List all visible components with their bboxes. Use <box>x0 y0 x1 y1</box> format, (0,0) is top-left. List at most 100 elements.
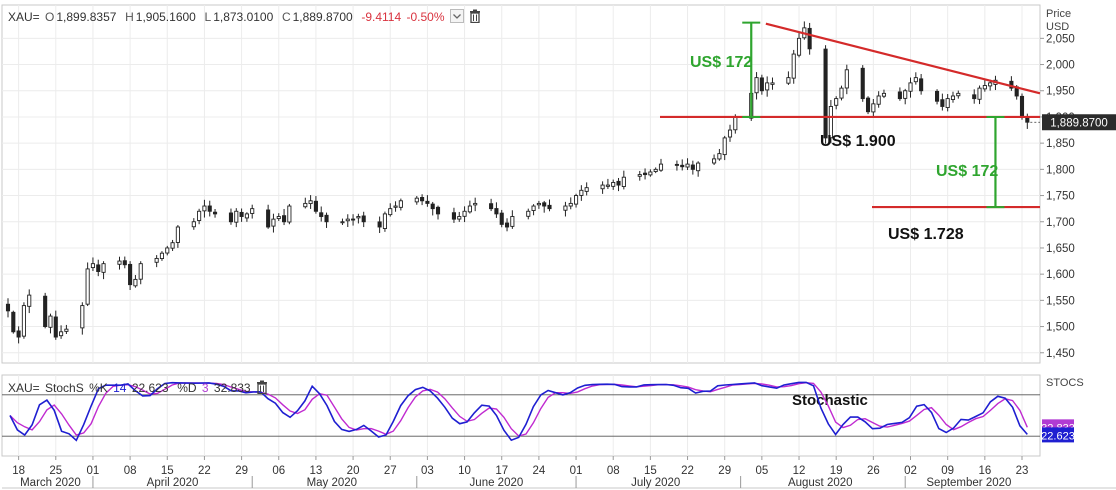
chevron-down-icon[interactable] <box>449 9 464 26</box>
k-value-badge <box>1042 427 1074 443</box>
x-tick-label: 15 <box>161 465 174 477</box>
candle-body <box>117 260 122 265</box>
change-value: -9.4114 <box>361 9 402 24</box>
annotation-label: US$ 172 <box>690 54 752 71</box>
candle-body <box>128 263 133 286</box>
x-tick-label: 20 <box>347 465 360 477</box>
trash-icon[interactable] <box>469 9 481 26</box>
high-label: H <box>125 9 134 24</box>
x-tick-label: 17 <box>495 465 508 477</box>
candle-body <box>908 82 913 92</box>
price-axis: PriceUSD2,0502,0001,9501,9001,8501,8001,… <box>1040 8 1116 443</box>
candle-body <box>542 202 547 207</box>
candle-body <box>80 305 85 329</box>
candle-body <box>536 202 541 206</box>
candle-body <box>462 210 467 217</box>
candle-body <box>43 295 48 328</box>
x-tick-label: 05 <box>755 465 768 477</box>
y-axis-title: Price <box>1046 8 1071 20</box>
x-tick-label: 01 <box>570 465 583 477</box>
candle-body <box>1019 95 1025 118</box>
candle-body <box>935 90 940 102</box>
candle-body <box>276 216 281 220</box>
y-tick-label: 1,950 <box>1046 86 1075 98</box>
candle-body <box>972 94 977 100</box>
candle-body <box>351 218 356 221</box>
candle-body <box>823 48 828 139</box>
trash-icon[interactable] <box>256 380 268 397</box>
month-label: August 2020 <box>788 477 853 489</box>
y-tick-label: 1,650 <box>1046 243 1075 255</box>
candle-body <box>860 67 865 100</box>
stoch-title: Stochastic <box>792 392 868 409</box>
candle-body <box>791 53 796 79</box>
candle-body <box>988 82 993 87</box>
candle-body <box>574 195 579 205</box>
y-tick-label: 1,450 <box>1046 348 1075 360</box>
candle-body <box>648 171 653 176</box>
candle-body <box>637 174 642 177</box>
candle-body <box>770 82 775 85</box>
x-tick-label: 23 <box>1016 465 1029 477</box>
x-tick-label: 12 <box>793 465 806 477</box>
last-price-badge <box>1042 114 1116 131</box>
stoch-symbol: XAU= <box>8 380 40 395</box>
k-label: %K <box>89 380 108 395</box>
candles <box>5 21 1030 344</box>
candle-body <box>467 205 472 213</box>
stoch-panel <box>1 374 1041 457</box>
candle-body <box>547 204 552 210</box>
month-label: March 2020 <box>20 477 81 489</box>
x-tick-label: 22 <box>681 465 694 477</box>
candle-body <box>510 216 515 227</box>
stoch-name: StochS <box>45 380 84 395</box>
candle-body <box>170 242 175 249</box>
x-tick-label: 24 <box>532 465 545 477</box>
candle-body <box>865 97 871 113</box>
candle-body <box>165 247 170 254</box>
annotation-label: US$ 172 <box>936 163 998 180</box>
candle-body <box>982 85 987 90</box>
last-price-label: 1,889.8700 <box>1050 117 1108 129</box>
y-tick-label: 1,750 <box>1046 191 1075 203</box>
candle-body <box>271 218 276 227</box>
candle-body <box>473 202 478 206</box>
x-tick-label: 16 <box>978 465 991 477</box>
candle-body <box>754 77 759 94</box>
candle-body <box>21 305 26 337</box>
x-tick-label: 06 <box>272 465 285 477</box>
candle-body <box>197 210 202 221</box>
candle-body <box>398 200 403 208</box>
main-grid <box>1 4 1041 364</box>
candle-body <box>303 202 308 208</box>
x-tick-label: 01 <box>87 465 100 477</box>
candle-body <box>690 164 695 170</box>
candle-body <box>420 197 425 202</box>
month-label: July 2020 <box>631 477 680 489</box>
x-tick-label: 27 <box>384 465 397 477</box>
candle-body <box>940 99 945 107</box>
candle-body <box>568 202 573 207</box>
candle-body <box>834 98 839 106</box>
candle-body <box>266 209 271 228</box>
candle-body <box>871 103 876 113</box>
candle-body <box>345 218 350 222</box>
candle-body <box>531 205 536 211</box>
y-tick-label: 1,600 <box>1046 269 1075 281</box>
x-tick-label: 25 <box>49 465 62 477</box>
candle-body <box>828 106 833 139</box>
candle-body <box>361 215 366 223</box>
candle-body <box>913 77 918 83</box>
candle-body <box>897 91 902 100</box>
candle-body <box>600 184 605 190</box>
candle-body <box>319 212 324 217</box>
high-value: 1,905.1600 <box>135 9 196 24</box>
candle-body <box>308 200 313 205</box>
candle-body <box>685 163 690 168</box>
stoch-k-line <box>9 381 1028 442</box>
candle-body <box>53 316 58 338</box>
open-value: 1,899.8357 <box>56 9 117 24</box>
annotation-label: US$ 1.900 <box>820 133 896 150</box>
candle-body <box>244 213 249 219</box>
candle-body <box>64 328 69 332</box>
